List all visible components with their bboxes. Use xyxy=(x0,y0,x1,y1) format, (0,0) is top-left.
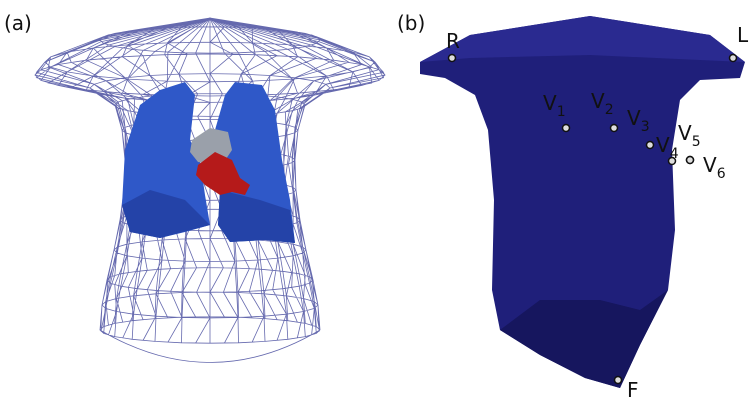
electrode-sub: 3 xyxy=(641,119,650,135)
electrode xyxy=(728,53,738,63)
panel-label: (b) xyxy=(397,11,425,35)
electrode-sub: 1 xyxy=(557,104,566,120)
electrode xyxy=(613,375,623,385)
wireframe-torso xyxy=(34,17,386,363)
torso-shade xyxy=(500,290,668,388)
electrode-label: V6 xyxy=(703,153,726,182)
panel-label: (a) xyxy=(4,11,32,35)
electrode-label: L xyxy=(737,23,749,47)
torso-top xyxy=(420,16,745,62)
electrode-name: L xyxy=(737,23,749,47)
electrode-label: V5 xyxy=(678,121,701,150)
electrode-label: V3 xyxy=(627,106,650,135)
lung-shade xyxy=(122,190,210,238)
wire-mesh xyxy=(34,17,386,363)
electrode xyxy=(561,123,571,133)
electrode xyxy=(667,156,677,166)
electrode-name: V xyxy=(627,106,641,130)
electrode-label: R xyxy=(446,29,460,53)
electrode-sub: 6 xyxy=(717,166,726,182)
electrode-name: F xyxy=(627,378,639,402)
electrode-sub: 4 xyxy=(670,146,679,162)
electrode xyxy=(447,53,457,63)
electrode-label: V2 xyxy=(591,89,614,118)
electrode-label: V1 xyxy=(543,91,566,120)
electrode-sub: 5 xyxy=(692,134,701,150)
electrode-name: V xyxy=(678,121,692,145)
lung-shade xyxy=(218,190,295,243)
electrode-name: V xyxy=(543,91,557,115)
solid-torso xyxy=(420,16,745,388)
electrode xyxy=(609,123,619,133)
electrode-sub: 2 xyxy=(605,102,614,118)
lungs xyxy=(122,82,295,243)
heart-ventricles xyxy=(196,152,250,195)
electrode-name: V xyxy=(703,153,717,177)
electrode-name: R xyxy=(446,29,460,53)
electrode xyxy=(645,140,655,150)
electrode-label: V4 xyxy=(656,133,679,162)
electrode-label: F xyxy=(627,378,639,402)
electrode xyxy=(685,155,695,165)
electrode-name: V xyxy=(591,89,605,113)
electrode-name: V xyxy=(656,133,670,157)
